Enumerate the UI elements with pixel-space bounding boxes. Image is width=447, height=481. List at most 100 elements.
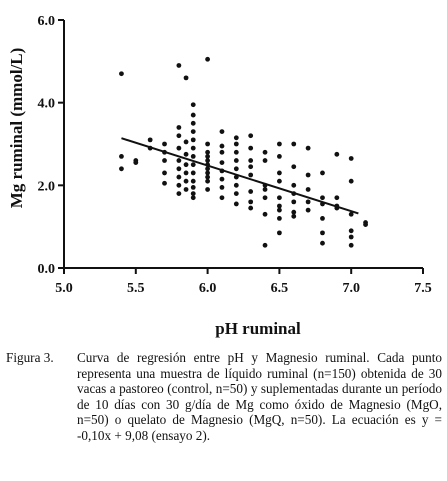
data-point	[190, 191, 196, 197]
data-point	[219, 160, 225, 166]
data-point	[305, 187, 311, 192]
data-point	[233, 135, 239, 141]
data-point	[233, 201, 239, 207]
data-point	[219, 195, 225, 201]
data-point	[248, 145, 254, 151]
y-tick-label: 0.0	[38, 262, 56, 277]
data-point	[176, 182, 182, 188]
data-point	[305, 145, 311, 151]
data-point	[320, 216, 325, 221]
data-point	[305, 172, 311, 178]
caption-text: Curva de regresión entre pH y Magnesio r…	[77, 350, 442, 443]
data-point	[162, 158, 167, 163]
data-point	[348, 211, 354, 217]
data-point	[190, 137, 196, 143]
data-point	[205, 187, 211, 192]
data-point	[176, 191, 182, 197]
data-point	[277, 170, 282, 176]
data-point	[320, 170, 325, 176]
data-point	[248, 205, 254, 211]
data-point	[291, 141, 297, 147]
regression-line	[121, 137, 359, 215]
y-tick-label: 6.0	[38, 14, 56, 29]
data-point	[176, 158, 182, 163]
data-point	[176, 63, 182, 68]
data-point	[183, 75, 189, 81]
figure-caption: Figura 3. Curva de regresión entre pH y …	[6, 350, 442, 444]
data-point	[205, 158, 211, 163]
data-point	[262, 187, 268, 192]
data-point	[233, 191, 239, 197]
data-point	[190, 145, 196, 151]
data-point	[291, 182, 297, 188]
data-point	[176, 174, 182, 180]
data-point	[348, 178, 354, 184]
data-point	[190, 120, 196, 126]
data-point	[190, 129, 196, 135]
data-point	[183, 187, 189, 192]
data-point	[119, 71, 124, 77]
data-point	[190, 112, 196, 118]
caption-label: Figura 3.	[6, 350, 54, 365]
data-point	[190, 170, 196, 176]
data-point	[190, 102, 196, 108]
data-point	[219, 129, 225, 135]
data-point	[348, 242, 354, 248]
data-point	[262, 242, 268, 248]
data-point	[190, 195, 196, 201]
data-point	[277, 216, 282, 221]
data-point	[176, 125, 182, 130]
data-point	[248, 133, 254, 139]
data-point	[176, 166, 182, 172]
x-tick-label: 7.0	[342, 281, 360, 296]
data-point	[190, 185, 196, 190]
data-point	[262, 149, 268, 155]
data-point	[262, 211, 268, 217]
data-point	[205, 170, 211, 176]
data-point	[248, 189, 254, 194]
data-point	[176, 133, 182, 139]
data-point	[277, 195, 282, 201]
data-point	[305, 199, 311, 205]
data-point	[176, 145, 182, 151]
data-points	[119, 56, 368, 248]
data-point	[277, 141, 282, 147]
data-point	[190, 154, 196, 159]
data-point	[305, 207, 311, 213]
data-point	[219, 185, 225, 190]
data-point	[262, 158, 268, 163]
data-point	[320, 230, 325, 236]
data-point	[205, 56, 211, 62]
data-point	[205, 141, 211, 147]
data-point	[291, 164, 297, 170]
data-point	[190, 162, 196, 168]
y-axis-ticks: 0.0 2.0 4.0 6.0	[38, 14, 64, 277]
x-axis-ticks: 5.0 5.5 6.0 6.5 7.0 7.5	[55, 268, 432, 296]
data-point	[334, 151, 340, 157]
data-point	[219, 143, 225, 149]
data-point	[205, 149, 211, 155]
data-point	[233, 141, 239, 147]
data-point	[291, 209, 297, 215]
x-tick-label: 5.0	[55, 281, 73, 296]
data-point	[183, 151, 189, 157]
data-point	[248, 172, 254, 178]
data-point	[119, 154, 124, 159]
data-point	[262, 195, 268, 201]
data-point	[348, 228, 354, 234]
data-point	[133, 160, 139, 166]
x-tick-label: 6.0	[199, 281, 217, 296]
data-point	[205, 154, 211, 159]
x-tick-label: 5.5	[127, 281, 145, 296]
data-point	[205, 166, 211, 172]
data-point	[183, 162, 189, 168]
data-point	[183, 170, 189, 176]
data-point	[183, 178, 189, 184]
data-point	[248, 158, 254, 163]
data-point	[190, 178, 196, 184]
scatter-chart: 0.0 2.0 4.0 6.0 5.0 5.5 6.0 6.5 7.0 7.5 Mg rumin…	[7, 14, 432, 338]
data-point	[334, 195, 340, 201]
x-tick-label: 7.5	[414, 281, 432, 296]
data-point	[277, 154, 282, 159]
data-point	[248, 164, 254, 170]
